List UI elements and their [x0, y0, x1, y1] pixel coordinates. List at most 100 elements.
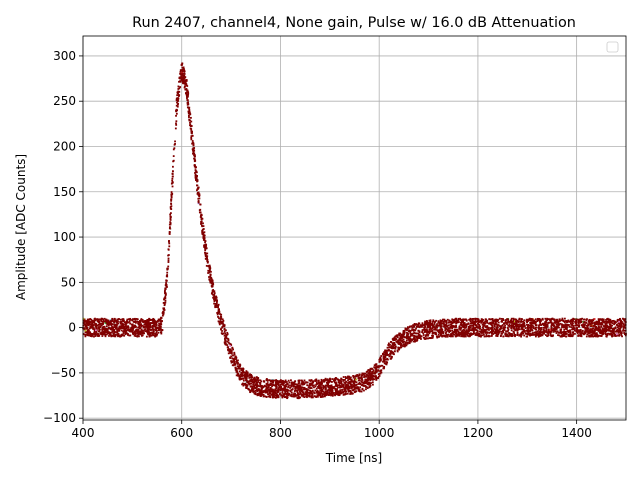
data-point — [348, 375, 351, 378]
data-point — [474, 326, 477, 329]
data-point — [183, 86, 186, 89]
data-point — [198, 193, 201, 195]
data-point — [190, 116, 192, 119]
data-point — [122, 327, 125, 330]
data-point — [174, 127, 177, 130]
data-point — [281, 395, 284, 398]
data-point — [622, 322, 624, 325]
data-point — [149, 329, 152, 331]
data-point — [249, 380, 251, 382]
data-point — [306, 381, 308, 384]
data-point — [557, 321, 560, 324]
data-point — [424, 325, 426, 328]
data-point — [527, 332, 530, 334]
data-point — [110, 331, 112, 334]
data-point — [252, 391, 255, 393]
data-point — [510, 327, 513, 329]
data-point — [277, 387, 280, 390]
data-point — [188, 107, 190, 110]
data-point — [211, 281, 214, 284]
data-point — [245, 374, 248, 377]
data-point — [476, 322, 479, 325]
data-point — [178, 87, 181, 90]
data-point — [475, 324, 478, 327]
data-point — [520, 333, 522, 336]
data-point — [595, 327, 598, 329]
data-point — [352, 386, 354, 388]
data-point — [575, 322, 578, 325]
data-point — [427, 333, 430, 336]
data-point — [128, 330, 131, 333]
data-point — [498, 325, 501, 327]
data-point — [330, 384, 333, 387]
data-point — [471, 319, 474, 322]
data-point — [260, 387, 263, 390]
data-point — [574, 320, 576, 323]
data-point — [463, 318, 466, 321]
data-point — [482, 332, 485, 334]
data-point — [108, 335, 110, 337]
data-point — [523, 334, 526, 337]
data-point — [403, 343, 406, 346]
data-point — [459, 332, 462, 334]
data-point — [450, 324, 453, 327]
data-point — [187, 101, 189, 104]
data-point — [92, 328, 95, 330]
data-point — [402, 338, 405, 341]
data-point — [604, 320, 607, 323]
data-point — [413, 328, 415, 331]
data-point — [582, 333, 585, 336]
data-point — [566, 321, 569, 324]
data-point — [333, 386, 336, 388]
data-point — [179, 69, 182, 72]
data-point — [484, 322, 487, 325]
data-point — [613, 323, 615, 326]
data-point — [257, 385, 259, 387]
data-point — [219, 321, 222, 324]
data-point — [127, 328, 130, 331]
data-point — [502, 328, 505, 331]
data-point — [433, 324, 436, 327]
data-point — [264, 389, 267, 392]
data-point — [446, 318, 449, 321]
data-point — [598, 320, 600, 323]
data-point — [261, 394, 263, 396]
data-point — [256, 386, 258, 389]
data-point — [115, 326, 118, 329]
data-point — [370, 367, 373, 370]
data-point — [544, 326, 546, 329]
data-point — [285, 390, 288, 393]
data-point — [132, 332, 135, 335]
data-point — [468, 335, 470, 338]
data-point — [530, 324, 533, 327]
data-point — [153, 320, 156, 323]
data-point — [399, 338, 402, 341]
data-point — [611, 335, 613, 338]
data-point — [166, 274, 169, 276]
data-point — [601, 318, 604, 321]
data-point — [298, 380, 300, 383]
data-point — [391, 342, 394, 345]
data-point — [585, 319, 588, 322]
data-point — [171, 177, 174, 180]
data-point — [83, 320, 86, 323]
data-point — [521, 320, 523, 323]
data-point — [154, 323, 156, 326]
data-point — [123, 330, 125, 333]
data-point — [124, 328, 127, 331]
data-point — [276, 380, 279, 383]
data-point — [336, 392, 339, 395]
data-point — [434, 326, 437, 328]
data-point — [275, 394, 278, 397]
data-point — [121, 333, 124, 336]
data-point — [274, 388, 277, 391]
data-point — [449, 320, 452, 323]
data-point — [513, 332, 515, 335]
data-point — [147, 324, 149, 327]
data-point — [612, 332, 615, 335]
data-point — [317, 393, 320, 396]
data-point — [459, 328, 462, 331]
data-point — [604, 331, 607, 333]
data-point — [116, 328, 119, 331]
data-point — [239, 377, 242, 380]
